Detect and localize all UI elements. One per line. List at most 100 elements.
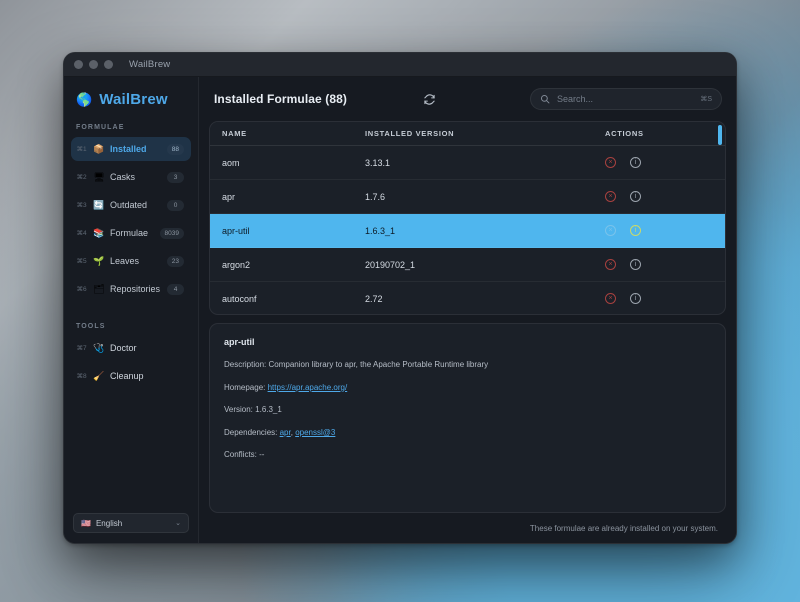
detail-conflicts-value: --: [259, 450, 265, 460]
sidebar-item-doctor[interactable]: ⌘7 🩺 Doctor: [71, 336, 191, 360]
shortcut-hint: ⌘7: [76, 345, 87, 352]
search-shortcut-hint: ⌘S: [700, 96, 712, 103]
cell-actions: × i: [605, 225, 725, 236]
refresh-icon: [423, 93, 435, 105]
monitor-icon: 🖥: [93, 171, 105, 182]
detail-description: Description: Companion library to apr, t…: [224, 360, 711, 370]
window-title: WailBrew: [129, 59, 171, 70]
info-icon[interactable]: i: [630, 225, 641, 236]
close-button[interactable]: [74, 60, 83, 69]
language-label: English: [95, 518, 123, 528]
shortcut-hint: ⌘3: [76, 202, 87, 209]
uninstall-icon[interactable]: ×: [605, 293, 616, 304]
cell-name: aom: [222, 157, 240, 168]
search-input[interactable]: [557, 94, 694, 104]
table-scrollbar-thumb[interactable]: [718, 125, 722, 145]
us-flag-icon: 🇺🇸: [81, 518, 91, 528]
shortcut-hint: ⌘1: [76, 146, 87, 153]
broom-icon: 🧹: [93, 370, 105, 381]
sidebar-item-label: Doctor: [110, 343, 137, 353]
app-brand: 🌎 WailBrew: [64, 91, 198, 108]
sidebar-item-formulae[interactable]: ⌘4 📚 Formulae 8039: [71, 221, 191, 245]
formulae-section-label: FORMULAE: [76, 124, 125, 131]
cell-name: apr: [222, 191, 236, 202]
dependency-link-openssl[interactable]: openssl@3: [295, 427, 336, 437]
sidebar-item-repositories[interactable]: ⌘6 🗂 Repositories 4: [71, 277, 191, 301]
count-badge: 4: [167, 283, 184, 295]
sidebar-item-label: Repositories: [110, 284, 161, 294]
cell-actions: × i: [605, 293, 725, 304]
detail-description-label: Description:: [224, 360, 267, 369]
cell-version: 20190702_1: [365, 259, 416, 270]
detail-description-value: Companion library to apr, the Apache Por…: [268, 360, 489, 369]
count-badge: 23: [166, 255, 184, 267]
main-content: Installed Formulae (88): [199, 77, 736, 543]
status-text: These formulae are already installed on …: [529, 523, 718, 533]
sidebar-item-installed[interactable]: ⌘1 📦 Installed 88: [71, 137, 191, 161]
sidebar-item-cleanup[interactable]: ⌘8 🧹 Cleanup: [71, 364, 191, 388]
search-box[interactable]: ⌘S: [530, 88, 722, 110]
search-icon: [540, 94, 550, 104]
column-header-actions: ACTIONS: [605, 129, 644, 138]
sidebar-item-leaves[interactable]: ⌘5 🌱 Leaves 23: [71, 249, 191, 273]
sidebar-item-casks[interactable]: ⌘2 🖥 Casks 3: [71, 165, 191, 189]
cell-name: apr-util: [222, 225, 250, 236]
detail-homepage-label: Homepage:: [224, 382, 266, 392]
info-icon[interactable]: i: [630, 259, 641, 270]
detail-version-label: Version:: [224, 405, 253, 415]
uninstall-icon[interactable]: ×: [605, 157, 616, 168]
uninstall-icon[interactable]: ×: [605, 225, 616, 236]
table-row[interactable]: autoconf 2.72 × i: [210, 282, 725, 314]
column-header-name[interactable]: NAME: [222, 129, 247, 138]
detail-dependencies-label: Dependencies:: [224, 427, 278, 437]
folder-icon: 🗂: [93, 283, 105, 294]
sidebar-item-label: Outdated: [110, 200, 148, 210]
sidebar-item-outdated[interactable]: ⌘3 🔄 Outdated 0: [71, 193, 191, 217]
detail-conflicts-label: Conflicts:: [224, 450, 257, 460]
detail-conflicts: Conflicts: --: [224, 450, 711, 460]
count-badge: 3: [167, 171, 184, 183]
table-row[interactable]: aom 3.13.1 × i: [210, 146, 725, 180]
shortcut-hint: ⌘4: [76, 230, 87, 237]
info-icon[interactable]: i: [630, 293, 641, 304]
app-window: WailBrew 🌎 WailBrew FORMULAE ⌘1 📦 Instal…: [63, 52, 737, 544]
uninstall-icon[interactable]: ×: [605, 191, 616, 202]
maximize-button[interactable]: [104, 60, 113, 69]
window-body: 🌎 WailBrew FORMULAE ⌘1 📦 Installed 88 ⌘2…: [64, 77, 736, 543]
sidebar-item-label: Casks: [110, 172, 136, 182]
table-row[interactable]: argon2 20190702_1 × i: [210, 248, 725, 282]
cell-version: 2.72: [365, 293, 383, 304]
cell-actions: × i: [605, 259, 725, 270]
cell-actions: × i: [605, 157, 725, 168]
globe-icon: 🌎: [76, 92, 93, 107]
shortcut-hint: ⌘6: [76, 286, 87, 293]
shortcut-hint: ⌘5: [76, 258, 87, 265]
count-badge: 88: [166, 143, 184, 155]
cell-name: autoconf: [222, 293, 257, 304]
window-titlebar: WailBrew: [64, 53, 736, 77]
cell-version: 3.13.1: [365, 157, 391, 168]
content-header: Installed Formulae (88): [209, 77, 726, 121]
info-icon[interactable]: i: [630, 157, 641, 168]
refresh-button[interactable]: [419, 89, 439, 109]
language-selector-wrap: 🇺🇸 English ⌄: [64, 513, 198, 533]
refresh-icon: 🔄: [93, 199, 105, 210]
sidebar-item-label: Formulae: [110, 228, 149, 238]
uninstall-icon[interactable]: ×: [605, 259, 616, 270]
tools-section-label: TOOLS: [76, 323, 106, 330]
info-icon[interactable]: i: [630, 191, 641, 202]
table-row-selected[interactable]: apr-util 1.6.3_1 × i: [210, 214, 725, 248]
dependency-link-apr[interactable]: apr: [279, 427, 291, 437]
table-header-row: NAME INSTALLED VERSION ACTIONS: [210, 122, 725, 146]
table-row[interactable]: apr 1.7.6 × i: [210, 180, 725, 214]
detail-version: Version: 1.6.3_1: [224, 405, 711, 415]
count-badge: 8039: [159, 227, 184, 239]
package-icon: 📦: [93, 143, 105, 154]
column-header-version[interactable]: INSTALLED VERSION: [365, 129, 455, 138]
language-select[interactable]: 🇺🇸 English ⌄: [73, 513, 189, 533]
minimize-button[interactable]: [89, 60, 98, 69]
status-footer: These formulae are already installed on …: [209, 513, 726, 543]
shortcut-hint: ⌘8: [76, 373, 87, 380]
homepage-link[interactable]: https://apr.apache.org/: [267, 382, 348, 392]
